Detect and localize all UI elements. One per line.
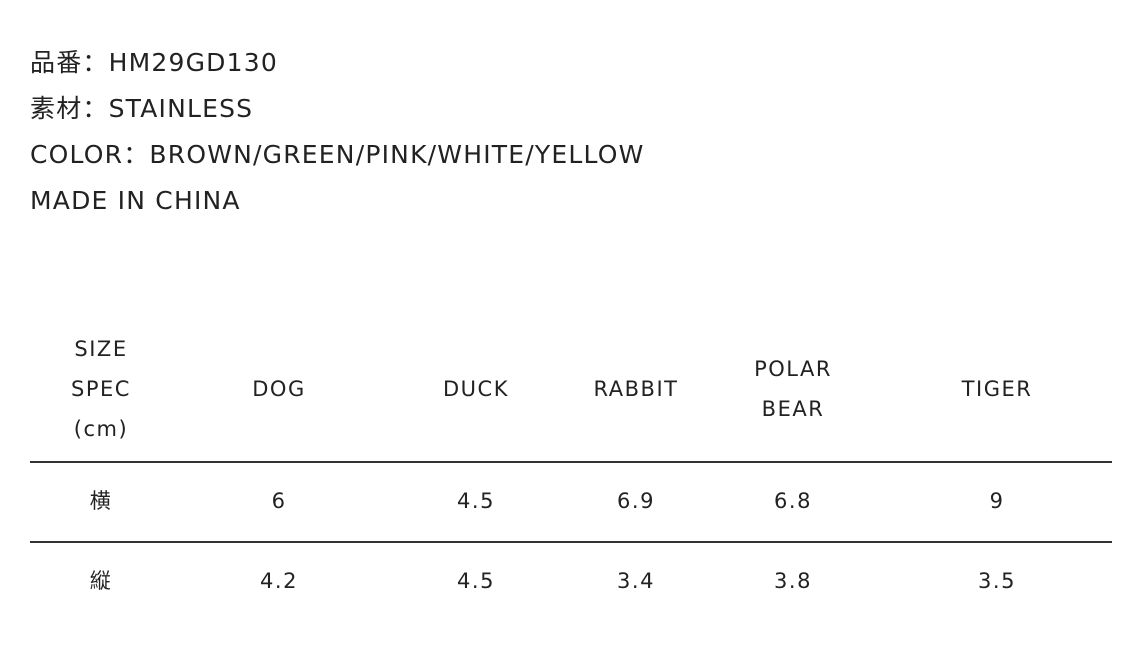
table-rule: [30, 461, 1112, 463]
header-cell: RABBIT: [593, 377, 679, 401]
info-line: MADE IN CHINA: [30, 186, 241, 215]
table-cell: 4.5: [457, 569, 495, 593]
header-cell: SPEC: [71, 377, 131, 401]
table-cell: 4.2: [260, 569, 298, 593]
table-cell: 6.8: [774, 489, 812, 513]
table-cell: 9: [989, 489, 1005, 513]
table-rule: [30, 541, 1112, 543]
table-cell: 6.9: [617, 489, 655, 513]
table-cell: 3.4: [617, 569, 655, 593]
table-cell: 6: [271, 489, 287, 513]
info-line: 品番：HM29GD130: [30, 48, 278, 77]
info-line: COLOR：BROWN/GREEN/PINK/WHITE/YELLOW: [30, 140, 645, 169]
header-cell: DOG: [252, 377, 306, 401]
table-cell: 4.5: [457, 489, 495, 513]
table-cell: 3.5: [978, 569, 1016, 593]
header-cell: TIGER: [961, 377, 1033, 401]
table-cell: 3.8: [774, 569, 812, 593]
row-label: 縦: [89, 569, 113, 593]
row-label: 横: [89, 489, 113, 513]
header-cell: BEAR: [761, 397, 825, 421]
header-cell: POLAR: [754, 357, 832, 381]
header-cell: SIZE: [74, 337, 128, 361]
info-line: 素材：STAINLESS: [30, 94, 254, 123]
header-cell: (cm): [73, 417, 129, 441]
header-cell: DUCK: [443, 377, 509, 401]
